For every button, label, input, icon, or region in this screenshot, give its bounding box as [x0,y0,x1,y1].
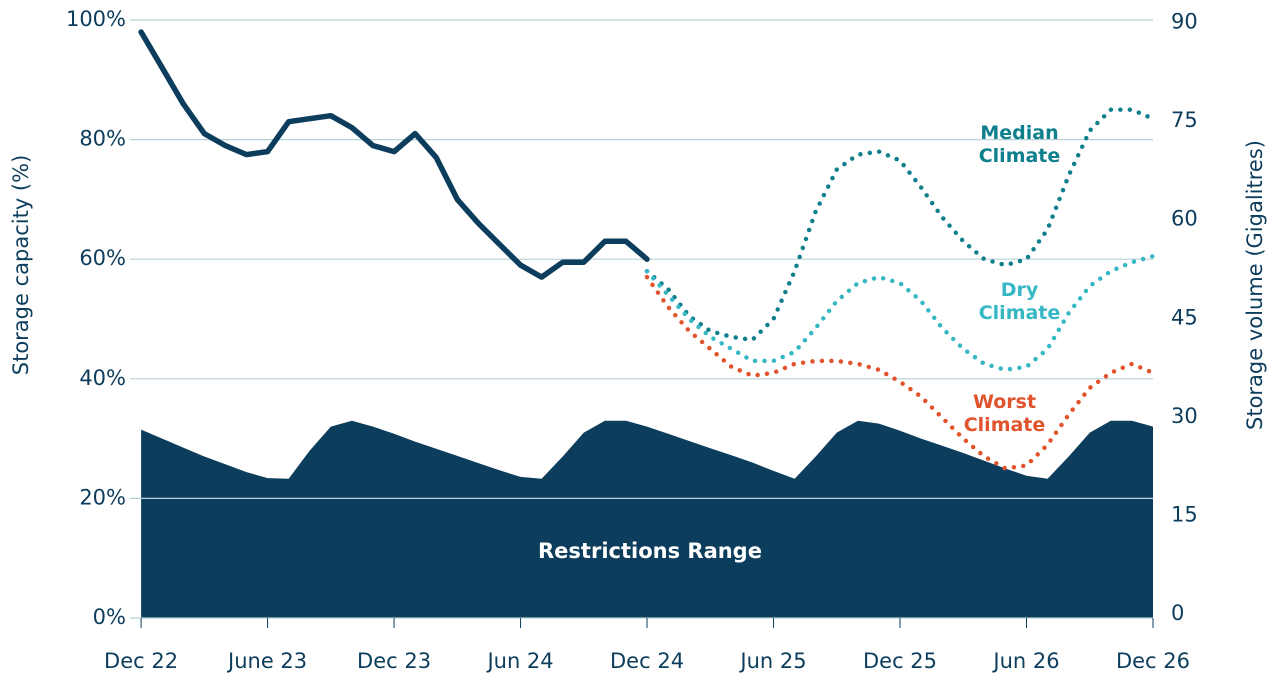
series-label: Median Climate [978,122,1061,167]
y-tick-label: 40% [79,366,126,390]
y-tick-label: 100% [66,7,126,31]
x-tick-label: Dec 23 [357,649,431,673]
x-tick-label: Jun 26 [991,649,1059,673]
x-tick-label: Dec 24 [610,649,684,673]
y2-tick-label: 0 [1171,601,1184,625]
line [644,253,1156,373]
y2-axis-title: Storage volume (Gigalitres) [1243,140,1267,430]
y-tick-label: 60% [79,246,126,270]
y-tick-label: 0% [93,605,126,629]
y2-tick-label: 75 [1171,108,1198,132]
series-label: Dry Climate [978,279,1061,324]
x-tick-label: June 23 [226,649,307,673]
y2-tick-label: 45 [1171,305,1198,329]
line [644,274,1156,471]
x-tick-label: Dec 22 [104,649,178,673]
series-label: Worst Climate [963,391,1046,436]
y2-tick-label: 60 [1171,207,1198,231]
y-axis-title: Storage capacity (%) [9,155,33,376]
y2-tick-label: 15 [1171,502,1198,526]
x-tick-label: Jun 25 [738,649,806,673]
y-tick-label: 20% [79,485,126,509]
area [141,420,1154,618]
series-label: Restrictions Range [538,539,762,563]
line [138,29,650,280]
y2-tick-label: 90 [1171,10,1198,34]
x-tick-label: Dec 25 [863,649,937,673]
x-tick-label: Jun 24 [485,649,553,673]
x-tick-label: Dec 26 [1116,649,1190,673]
y-tick-label: 80% [79,127,126,151]
line [644,107,1156,343]
y2-tick-label: 30 [1171,404,1198,428]
